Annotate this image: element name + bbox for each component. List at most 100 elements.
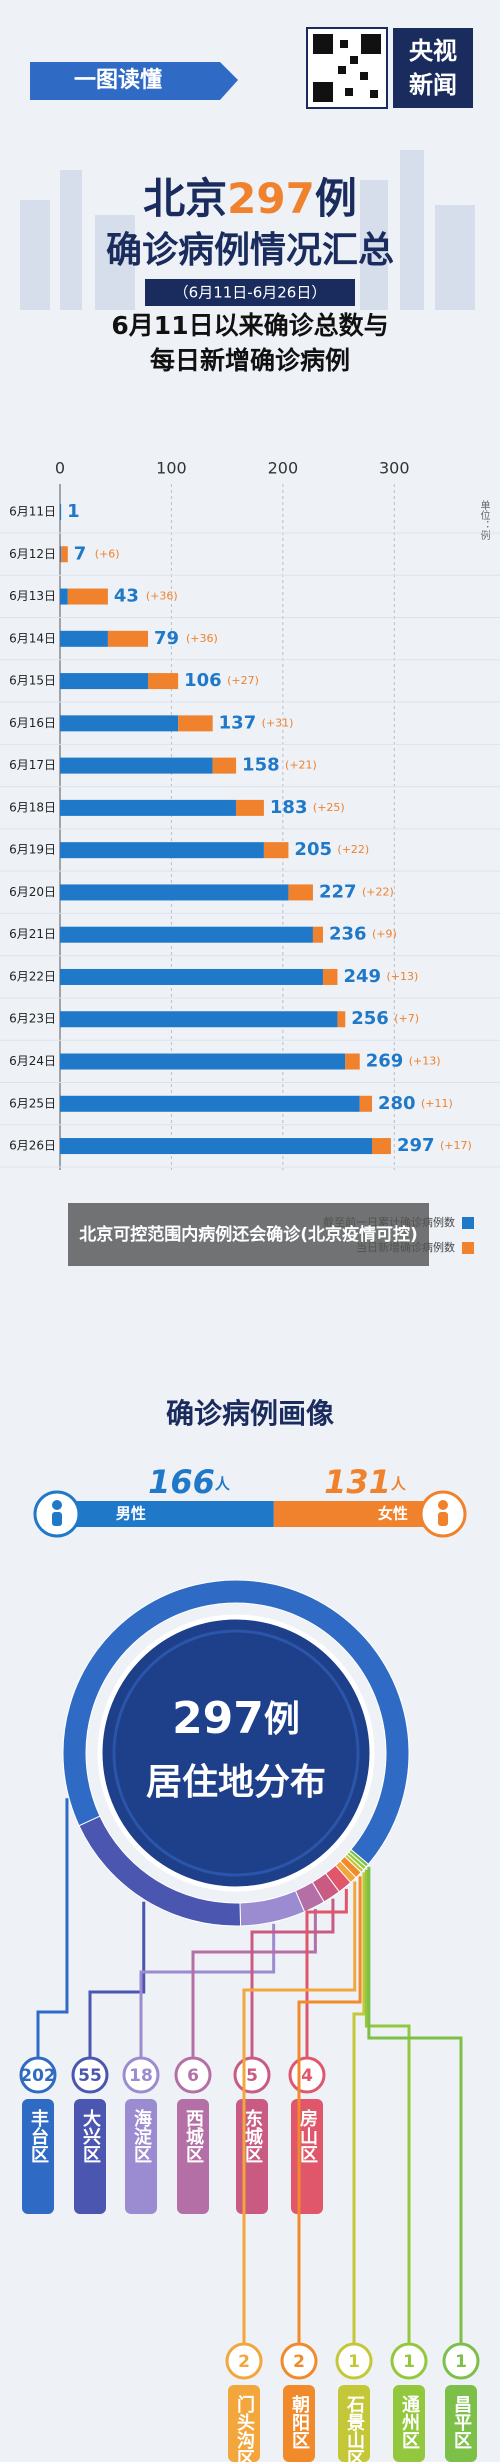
badge-name: 房山区 bbox=[297, 2108, 318, 2163]
badge-name: 东城区 bbox=[242, 2108, 263, 2163]
total-label: 43 bbox=[114, 586, 139, 607]
badge-box bbox=[283, 2385, 315, 2462]
bar-segment bbox=[372, 1138, 391, 1155]
badge-value: 4 bbox=[301, 2066, 313, 2086]
bar-segment bbox=[61, 546, 68, 563]
connector bbox=[191, 1908, 317, 2058]
badge-name: 昌平区 bbox=[451, 2395, 472, 2449]
y-tick-label: 6月24日 bbox=[9, 1054, 56, 1068]
gender-icon-body bbox=[438, 1512, 448, 1526]
unit-label: 单位：例 bbox=[478, 500, 490, 541]
bar-segment bbox=[60, 842, 264, 859]
bar-segment bbox=[60, 630, 108, 647]
connector bbox=[250, 1898, 335, 2058]
badge-circle bbox=[71, 2056, 109, 2094]
bar-segment bbox=[60, 884, 289, 901]
badge-name: 丰台区 bbox=[28, 2108, 49, 2163]
section-title: 确诊病例画像 bbox=[166, 1397, 335, 1430]
total-label: 1 bbox=[67, 501, 80, 522]
y-tick-label: 6月22日 bbox=[9, 969, 56, 983]
center-unit: 例 bbox=[264, 1699, 300, 1740]
connector bbox=[242, 1881, 357, 2344]
badge-value: 2 bbox=[293, 2352, 305, 2372]
y-tick-label: 6月21日 bbox=[9, 927, 56, 941]
bar-segment bbox=[60, 926, 313, 943]
badge-value: 1 bbox=[403, 2352, 415, 2372]
bar-segment bbox=[60, 715, 179, 732]
y-tick-label: 6月12日 bbox=[9, 547, 56, 561]
total-label: 297 bbox=[397, 1135, 435, 1156]
connector bbox=[367, 1866, 463, 2344]
y-tick-label: 6月11日 bbox=[9, 505, 56, 519]
badge-name: 西城区 bbox=[183, 2109, 204, 2163]
bar-segment bbox=[288, 884, 313, 901]
banner bbox=[30, 62, 238, 100]
gender-icon-body bbox=[52, 1512, 62, 1526]
total-label: 7 bbox=[74, 543, 87, 564]
bar-segment bbox=[60, 1011, 338, 1028]
value-label: (+25) bbox=[313, 801, 345, 814]
badge-box bbox=[338, 2385, 370, 2462]
badge-value: 55 bbox=[78, 2066, 102, 2086]
gender-icon-head bbox=[52, 1500, 62, 1510]
connector bbox=[297, 1876, 362, 2344]
badge-value: 1 bbox=[348, 2352, 360, 2372]
title: 北京297例 bbox=[143, 174, 357, 223]
badge-value: 5 bbox=[246, 2066, 258, 2086]
bar-segment bbox=[67, 588, 108, 605]
inner-circle bbox=[97, 1614, 375, 1892]
x-tick-label: 0 bbox=[55, 459, 65, 478]
total-label: 280 bbox=[378, 1093, 416, 1114]
bar-segment bbox=[337, 1011, 346, 1028]
badge-name: 石景山区 bbox=[344, 2395, 366, 2462]
y-tick-label: 6月20日 bbox=[9, 885, 56, 899]
total-label: 106 bbox=[184, 670, 222, 691]
bar-segment bbox=[60, 1138, 372, 1155]
value-label: (+22) bbox=[362, 885, 394, 898]
donut-segment bbox=[62, 1579, 410, 1865]
badge-name: 通州区 bbox=[399, 2395, 421, 2449]
y-tick-label: 6月26日 bbox=[9, 1139, 56, 1153]
total-label: 158 bbox=[242, 755, 280, 776]
center-number: 297 bbox=[172, 1693, 264, 1744]
value-label: (+9) bbox=[372, 928, 397, 941]
total-label: 183 bbox=[270, 797, 308, 818]
value-label: (+27) bbox=[227, 674, 259, 687]
badge-name: 朝阳区 bbox=[289, 2394, 310, 2449]
bar-segment bbox=[60, 799, 237, 816]
badge-value: 202 bbox=[20, 2066, 56, 2086]
value-text: 131人 bbox=[324, 1463, 407, 1501]
banner-text: 一图读懂 bbox=[74, 67, 162, 93]
bar-segment bbox=[236, 799, 264, 816]
badge-circle bbox=[280, 2342, 318, 2380]
bar-segment bbox=[60, 588, 68, 605]
y-tick-label: 6月23日 bbox=[9, 1012, 56, 1026]
badge-box bbox=[74, 2099, 106, 2214]
value-label: (+6) bbox=[95, 547, 120, 560]
badge-box bbox=[228, 2385, 260, 2462]
bar-segment bbox=[60, 504, 62, 520]
total-label: 249 bbox=[343, 966, 381, 987]
badge-box bbox=[445, 2385, 477, 2462]
legend-swatch bbox=[462, 1242, 474, 1254]
y-tick-label: 6月18日 bbox=[9, 800, 56, 814]
legend-swatch bbox=[462, 1217, 474, 1229]
value-label: (+13) bbox=[409, 1055, 441, 1068]
value-label: (+36) bbox=[186, 632, 218, 645]
bar-segment bbox=[263, 842, 289, 859]
x-tick-label: 100 bbox=[156, 459, 187, 478]
category-label: 女性 bbox=[378, 1505, 408, 1523]
bar-segment bbox=[60, 1053, 346, 1070]
value-label: (+17) bbox=[440, 1139, 472, 1152]
chart-title: 6月11日以来确诊总数与 bbox=[111, 311, 388, 340]
subtitle: （6月11日-6月26日） bbox=[174, 284, 327, 302]
value-label: (+22) bbox=[337, 843, 369, 856]
bar-segment bbox=[322, 968, 338, 985]
bar-segment bbox=[345, 1053, 360, 1070]
connector bbox=[139, 1923, 276, 2058]
total-label: 256 bbox=[351, 1008, 389, 1029]
donut-segment bbox=[239, 1890, 306, 1927]
bar-segment bbox=[60, 968, 323, 985]
inner-ring bbox=[112, 1629, 360, 1877]
bar-segment bbox=[107, 630, 149, 647]
